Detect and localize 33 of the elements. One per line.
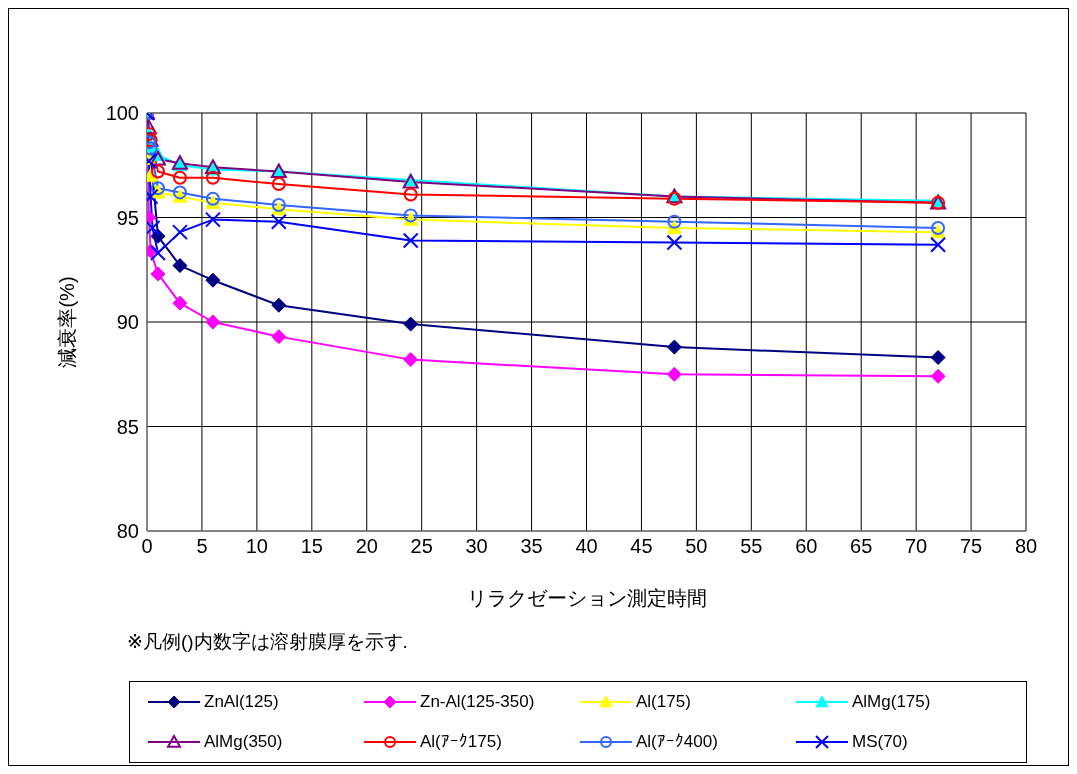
x-tick-label: 15 [300,535,323,558]
x-tick-label: 60 [795,535,818,558]
x-tick-label: 75 [959,535,983,558]
y-axis-title: 減衰率(%) [56,276,79,368]
x-tick-label: 35 [520,535,543,558]
x-tick-label: 45 [630,535,653,558]
x-tick-label: 10 [245,535,268,558]
x-tick-label: 65 [850,535,873,558]
y-tick-label: 95 [116,206,139,229]
legend-label: AlMg(350) [204,732,283,752]
y-tick-label: 90 [116,311,139,334]
y-tick-label: 85 [116,415,139,438]
legend-label: MS(70) [852,732,908,752]
x-tick-label: 40 [575,535,598,558]
x-tick-label: 0 [141,535,153,558]
legend-label: Al(ｱｰｸ400) [636,732,718,752]
x-tick-label: 20 [355,535,378,558]
y-tick-label: 100 [105,102,139,125]
legend-label: Al(ｱｰｸ175) [420,732,502,752]
text: ※凡例()内数字は溶射膜厚を示す. [127,630,408,654]
x-tick-label: 30 [465,535,488,558]
x-tick-label: 70 [905,535,928,558]
x-axis-title: リラクゼーション測定時間 [466,587,707,609]
legend-label: AlMg(175) [852,692,931,712]
x-tick-label: 5 [196,535,208,558]
x-tick-label: 50 [685,535,708,558]
x-tick-label: 80 [1014,535,1038,558]
x-tick-label: 25 [410,535,433,558]
x-tick-label: 55 [740,535,763,558]
legend-label: Zn-Al(125-350) [420,692,535,712]
legend-label: Al(175) [636,692,691,712]
y-tick-label: 80 [116,520,139,543]
legend-label: ZnAl(125) [204,692,279,712]
